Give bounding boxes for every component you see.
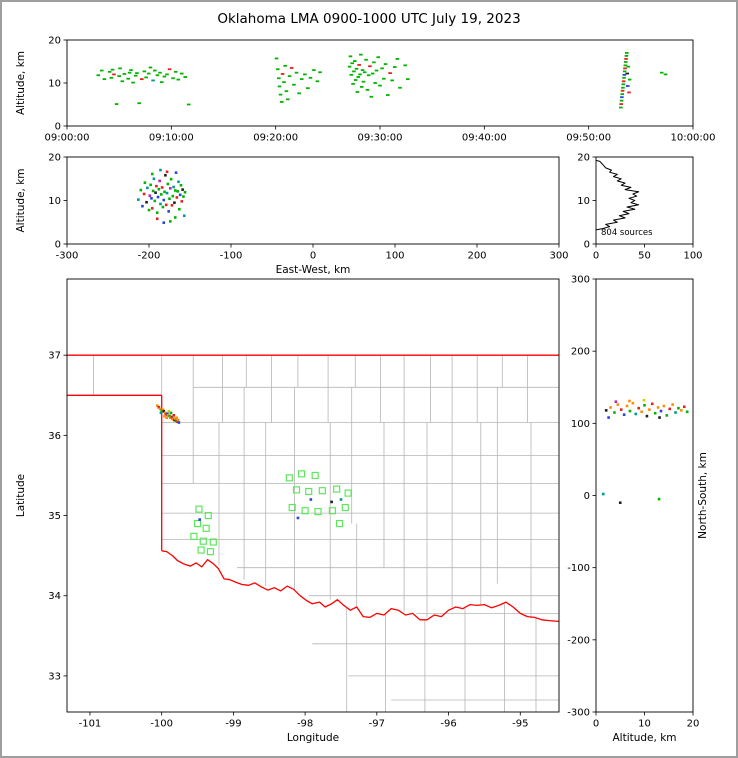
svg-text:09:40:00: 09:40:00 — [462, 133, 507, 144]
svg-text:-100: -100 — [567, 563, 590, 574]
svg-text:0: 0 — [584, 240, 590, 251]
svg-text:-95: -95 — [512, 719, 528, 730]
svg-text:0: 0 — [584, 491, 590, 502]
svg-text:09:50:00: 09:50:00 — [566, 133, 611, 144]
svg-text:09:00:00: 09:00:00 — [45, 133, 90, 144]
svg-text:300: 300 — [549, 251, 568, 262]
svg-text:-99: -99 — [225, 719, 241, 730]
svg-text:10: 10 — [638, 719, 651, 730]
svg-text:300: 300 — [571, 275, 590, 286]
county-boundaries — [93, 355, 559, 712]
svg-text:-300: -300 — [567, 708, 590, 719]
svg-text:50: 50 — [638, 251, 651, 262]
svg-text:100: 100 — [683, 251, 702, 262]
svg-text:-300: -300 — [56, 251, 79, 262]
svg-text:-200: -200 — [567, 635, 590, 646]
chart-title: Oklahoma LMA 0900-1000 UTC July 19, 2023 — [217, 11, 521, 27]
cg-strike-squares — [190, 470, 352, 556]
axes-frame-time_height — [66, 39, 694, 127]
panel-plan_map: -101 -100 -99 -98 -97 -96 -95 33 34 35 36 37 Longitu… — [15, 278, 560, 744]
svg-text:East-West, km: East-West, km — [276, 264, 351, 276]
svg-text:34: 34 — [48, 591, 61, 602]
svg-text:Latitude: Latitude — [15, 474, 27, 517]
svg-text:Longitude: Longitude — [287, 732, 339, 744]
svg-text:10: 10 — [577, 196, 590, 207]
lma-source-points — [156, 404, 343, 521]
svg-text:Altitude, km: Altitude, km — [15, 51, 27, 115]
source-points-ns_height — [601, 398, 689, 505]
panel-time_height: 09:00:00 09:10:00 09:20:00 09:30:00 09:40:00… — [15, 36, 715, 144]
svg-text:-97: -97 — [369, 719, 385, 730]
source-points-ew_height — [137, 168, 187, 224]
svg-text:20: 20 — [577, 153, 590, 164]
axes-frame-ew_height — [66, 156, 560, 245]
svg-text:Altitude, km: Altitude, km — [15, 168, 27, 232]
panel-alt_histogram: 0 50 100 0 10 20 804 sources — [577, 153, 702, 262]
svg-text:36: 36 — [48, 431, 61, 442]
svg-text:100: 100 — [385, 251, 404, 262]
altitude-histogram-line — [596, 159, 640, 231]
state-boundary — [67, 354, 559, 623]
svg-text:-101: -101 — [79, 719, 102, 730]
svg-text:0: 0 — [593, 251, 599, 262]
panel-ns_height: 0 10 20 300 200 100 0 -100 -200 -300 Altitude, km N… — [567, 275, 709, 745]
svg-text:10: 10 — [48, 79, 61, 90]
svg-text:33: 33 — [48, 671, 61, 682]
svg-text:09:10:00: 09:10:00 — [149, 133, 194, 144]
svg-text:20: 20 — [48, 36, 61, 47]
svg-text:20: 20 — [48, 153, 61, 164]
svg-text:09:30:00: 09:30:00 — [358, 133, 403, 144]
svg-text:-100: -100 — [220, 251, 243, 262]
svg-text:Altitude, km: Altitude, km — [612, 732, 676, 744]
panel-ew_height: -300 -200 -100 0 100 200 300 0 10 20 East-West, km… — [15, 153, 569, 277]
svg-text:North-South, km: North-South, km — [697, 452, 709, 539]
svg-text:-200: -200 — [138, 251, 161, 262]
svg-text:37: 37 — [48, 351, 61, 362]
svg-text:20: 20 — [687, 719, 700, 730]
svg-text:200: 200 — [571, 347, 590, 358]
svg-text:100: 100 — [571, 419, 590, 430]
sources-count-label: 804 sources — [601, 228, 653, 238]
svg-text:35: 35 — [48, 511, 61, 522]
svg-text:0: 0 — [55, 122, 61, 133]
axes-frame-plan_map — [66, 278, 560, 713]
svg-text:09:20:00: 09:20:00 — [253, 133, 298, 144]
svg-text:0: 0 — [310, 251, 316, 262]
svg-text:-100: -100 — [150, 719, 173, 730]
source-points-time_height — [96, 52, 668, 109]
svg-text:200: 200 — [467, 251, 486, 262]
svg-text:0: 0 — [593, 719, 599, 730]
svg-text:0: 0 — [55, 240, 61, 251]
axes-frame-alt_histogram — [595, 156, 694, 245]
svg-text:-98: -98 — [297, 719, 313, 730]
svg-text:-96: -96 — [440, 719, 456, 730]
axes-frame-ns_height — [595, 278, 694, 713]
svg-text:10: 10 — [48, 196, 61, 207]
svg-text:10:00:00: 10:00:00 — [671, 133, 716, 144]
